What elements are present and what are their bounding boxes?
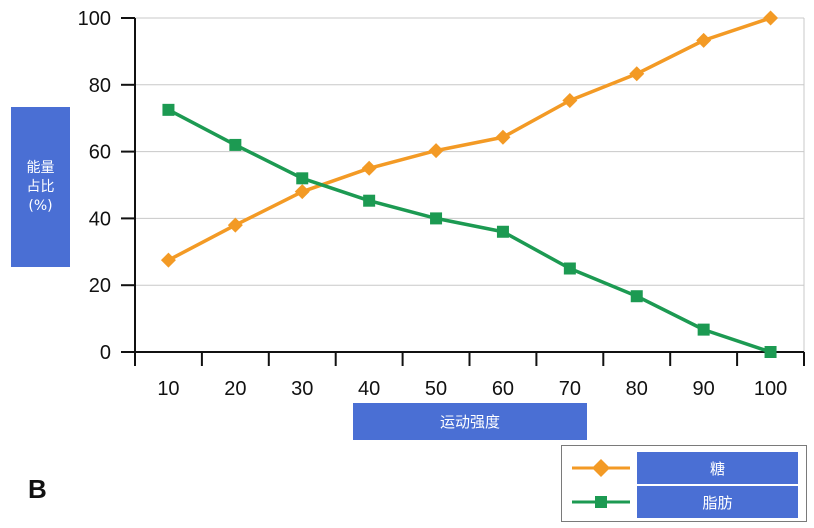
series-1-point-50 xyxy=(430,212,443,225)
series-line-0 xyxy=(167,16,772,262)
series-0-point-10 xyxy=(160,252,176,268)
series-1-point-90 xyxy=(697,323,710,336)
legend-label-fat: 脂肪 xyxy=(637,486,798,518)
series-1-point-100 xyxy=(764,346,777,358)
legend-swatch-diamond-icon xyxy=(572,459,630,477)
y-axis-label-line-1: 能量 xyxy=(26,159,55,176)
y-tick-label-80: 80 xyxy=(89,75,111,97)
legend-swatch-square-icon xyxy=(572,496,630,508)
x-tick-label-50: 50 xyxy=(425,378,447,400)
series-1-point-30 xyxy=(296,172,309,185)
series-1-point-20 xyxy=(229,138,242,151)
series-1-point-60 xyxy=(496,225,509,238)
series-0-point-40 xyxy=(361,160,377,176)
series-0-point-90 xyxy=(696,32,712,48)
y-axis-label-line-2: 占比 xyxy=(26,178,55,195)
x-tick-label-80: 80 xyxy=(626,378,648,400)
series-0-point-80 xyxy=(629,66,645,82)
legend-item-fat: 脂肪 xyxy=(562,486,806,518)
series-1-point-70 xyxy=(563,262,576,275)
x-tick-label-30: 30 xyxy=(291,378,313,400)
legend-item-sugar: 糖 xyxy=(562,452,806,484)
legend-label-sugar: 糖 xyxy=(637,452,798,484)
panel-label: B xyxy=(28,474,47,504)
series-0-point-100 xyxy=(763,10,779,26)
x-tick-label-20: 20 xyxy=(224,378,246,400)
y-tick-label-40: 40 xyxy=(89,208,111,230)
y-tick-label-100: 100 xyxy=(78,8,111,30)
series-0-point-60 xyxy=(495,129,511,145)
x-tick-label-90: 90 xyxy=(693,378,715,400)
x-tick-label-60: 60 xyxy=(492,378,514,400)
y-tick-label-20: 20 xyxy=(89,275,111,297)
x-tick-label-70: 70 xyxy=(559,378,581,400)
series-0-point-50 xyxy=(428,143,444,159)
x-axis-label: 运动强度 xyxy=(353,403,587,440)
x-tick-label-40: 40 xyxy=(358,378,380,400)
series-0-point-70 xyxy=(562,92,578,108)
x-tick-label-10: 10 xyxy=(157,378,179,400)
series-1-point-80 xyxy=(630,290,643,303)
series-0-point-20 xyxy=(227,217,243,233)
x-tick-label-100: 100 xyxy=(754,378,787,400)
y-axis-label: 能量 占比 (%) xyxy=(11,107,70,267)
series-1-point-10 xyxy=(162,103,175,116)
series-line-1 xyxy=(167,108,772,354)
y-axis-label-line-3: (%) xyxy=(28,197,53,214)
legend: 糖 脂肪 xyxy=(561,445,807,522)
y-tick-label-60: 60 xyxy=(89,142,111,164)
series-1-point-40 xyxy=(363,194,376,207)
y-tick-label-0: 0 xyxy=(100,342,111,364)
series-0-point-30 xyxy=(294,184,310,200)
